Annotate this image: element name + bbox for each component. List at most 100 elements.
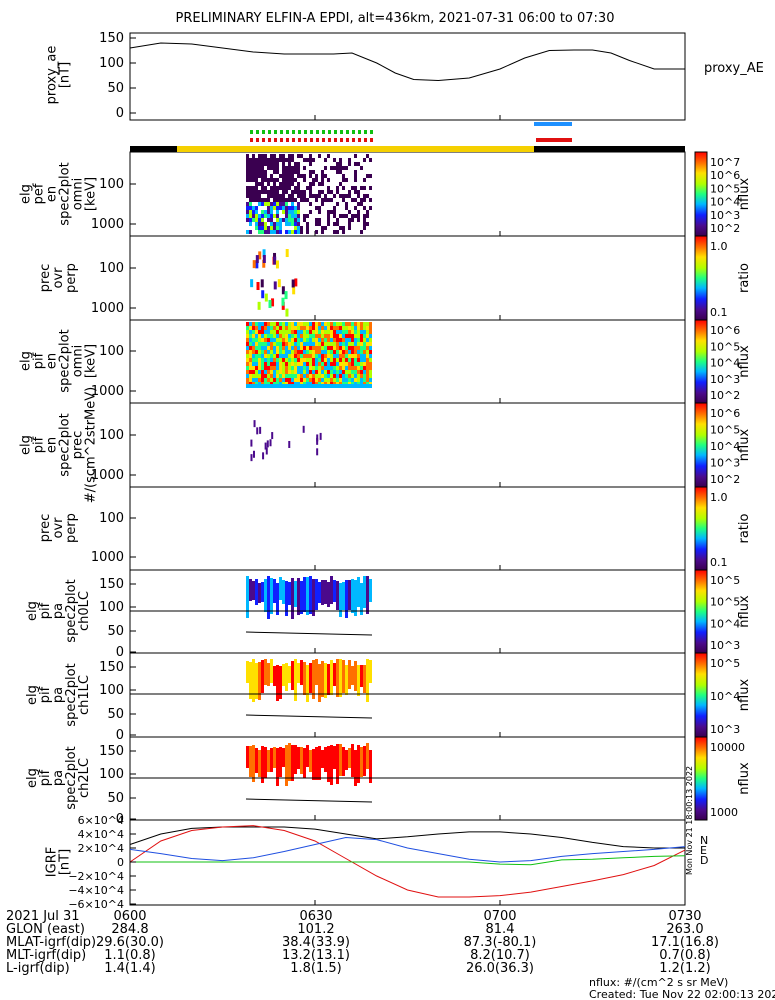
spectrogram-cell — [309, 326, 312, 330]
y-tick-label: −2×10^4 — [68, 870, 124, 883]
spectrogram-cell — [333, 206, 336, 210]
y-axis-label: elg — [19, 351, 34, 371]
spectrogram-cell — [246, 214, 249, 218]
spectrogram-cell — [363, 378, 366, 382]
y-axis-label: pef — [32, 183, 47, 204]
colorbar-8 — [694, 736, 708, 821]
spectrogram-cell — [354, 384, 357, 388]
spectrogram-cell — [261, 366, 264, 370]
spectrogram-cell — [306, 350, 309, 354]
spectrogram-cell — [309, 322, 312, 326]
spectrogram-cell — [357, 384, 360, 388]
spectrogram-cell — [264, 222, 267, 226]
spectrogram-cell — [252, 450, 255, 458]
spectrogram-cell — [267, 182, 270, 186]
spectrogram-cell — [264, 226, 267, 230]
spectrogram-cell — [300, 230, 303, 234]
flag-red — [292, 138, 295, 142]
spectrogram-cell — [249, 170, 252, 174]
colorbar-6 — [694, 569, 708, 654]
spectrogram-cell — [262, 452, 265, 460]
spectrogram-cell — [330, 346, 333, 350]
igrf-legend-N: N — [700, 834, 708, 847]
spectrogram-cell — [315, 174, 318, 178]
spectrogram-cell — [354, 190, 357, 194]
flag-green — [250, 130, 253, 134]
spectrogram-cell — [336, 384, 339, 388]
spectrogram-cell — [270, 206, 273, 210]
spectrogram-cell — [264, 190, 267, 194]
spectrogram-cell — [321, 374, 324, 378]
spectrogram-cell — [246, 230, 249, 234]
colorbar-tick-label: 10^4 — [710, 440, 740, 453]
spectrogram-cell — [315, 206, 318, 210]
spectrogram-cell — [324, 226, 327, 230]
pa-cell — [282, 664, 285, 686]
spectrogram-cell — [354, 346, 357, 350]
spectrogram-cell — [297, 230, 300, 234]
spectrogram-cell — [281, 297, 285, 306]
spectrogram-cell — [270, 330, 273, 334]
spectrogram-cell — [303, 384, 306, 388]
spectrogram-cell — [339, 226, 342, 230]
spectrogram-cell — [282, 170, 285, 174]
spectrogram-cell — [333, 370, 336, 374]
spectrogram-cell — [281, 301, 285, 310]
spectrogram-cell — [351, 334, 354, 338]
spectrogram-cell — [285, 374, 288, 378]
spectrogram-cell — [285, 358, 288, 362]
spectrogram-cell — [357, 194, 360, 198]
spectrogram-cell — [330, 338, 333, 342]
spectrogram-cell — [342, 166, 345, 170]
spectrogram-cell — [282, 384, 285, 388]
spectrogram-cell — [345, 362, 348, 366]
spectrogram-cell — [306, 222, 309, 226]
pa-cell — [354, 580, 357, 616]
spectrogram-cell — [270, 362, 273, 366]
spectrogram-cell — [360, 342, 363, 346]
spectrogram-cell — [297, 210, 300, 214]
spectrogram-cell — [339, 158, 342, 162]
y-axis-label: ch2LC — [77, 758, 92, 798]
spectrogram-cell — [282, 374, 285, 378]
spectrogram-cell — [255, 166, 258, 170]
spectrogram-cell — [336, 222, 339, 226]
colorbar-label: nflux — [737, 345, 752, 378]
spectrogram-cell — [297, 370, 300, 374]
spectrogram-cell — [276, 346, 279, 350]
spectrogram-cell — [291, 342, 294, 346]
pa-cell — [354, 750, 357, 786]
spectrogram-cell — [321, 190, 324, 194]
spectrogram-cell — [246, 384, 249, 388]
spectrogram-cell — [354, 362, 357, 366]
spectrogram-cell — [285, 322, 288, 326]
spectrogram-cell — [363, 362, 366, 366]
spectrogram-cell — [354, 334, 357, 338]
spectrogram-cell — [363, 338, 366, 342]
spectrogram-cell — [321, 170, 324, 174]
spectrogram-cell — [246, 154, 249, 158]
spectrogram-cell — [327, 342, 330, 346]
spectrogram-cell — [288, 384, 291, 388]
spectrogram-cell — [292, 286, 296, 295]
spectrogram-cell — [261, 178, 264, 182]
spectrogram-cell — [255, 334, 258, 338]
y-tick-label: 100 — [99, 344, 124, 359]
y-tick-label: 1000 — [91, 301, 124, 316]
spectrogram-cell — [288, 378, 291, 382]
pa-cell — [348, 660, 351, 689]
pa-cell — [288, 743, 291, 781]
spectrogram-cell — [366, 334, 369, 338]
spectrogram-cell — [291, 218, 294, 222]
spectrogram-cell — [291, 174, 294, 178]
pa-cell — [288, 666, 291, 683]
pa-cell — [369, 750, 372, 783]
y-tick-label: 6×10^4 — [78, 814, 124, 827]
spectrogram-cell — [294, 162, 297, 166]
spectrogram-cell — [252, 162, 255, 166]
flag-red — [346, 138, 349, 142]
y-tick-label: 0 — [116, 728, 124, 743]
y-tick-label: 50 — [107, 707, 124, 722]
spectrogram-cell — [324, 338, 327, 342]
